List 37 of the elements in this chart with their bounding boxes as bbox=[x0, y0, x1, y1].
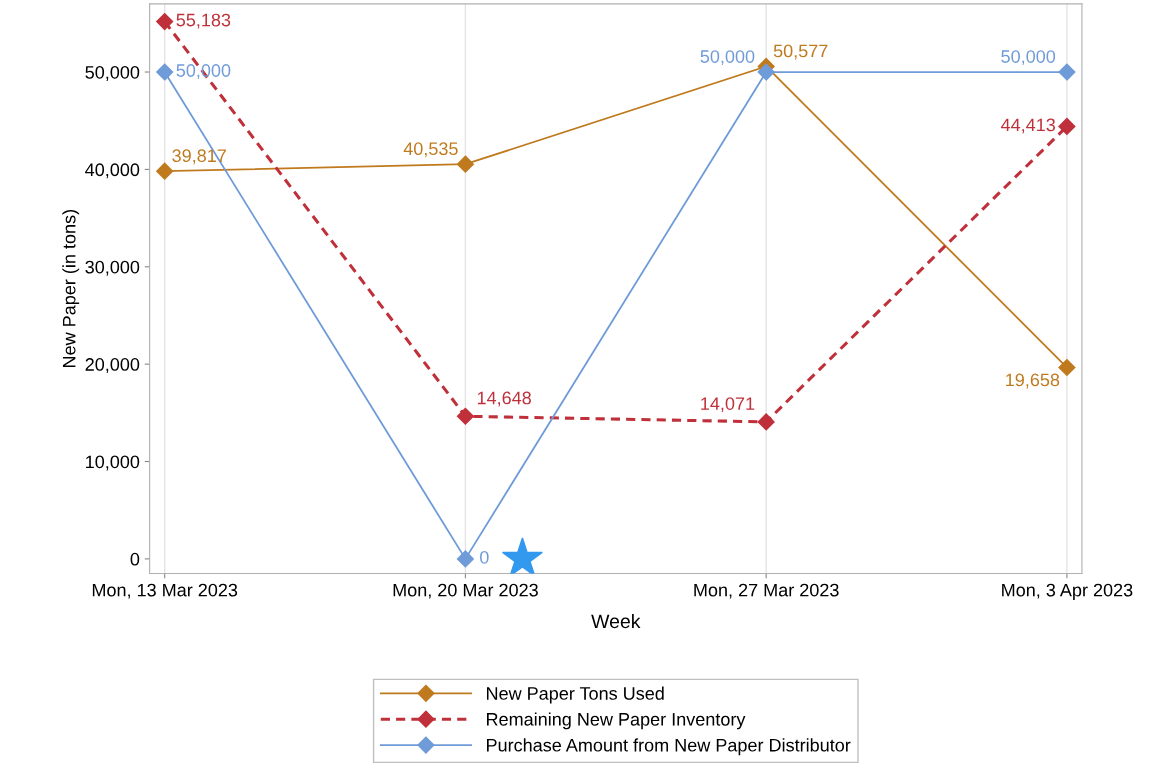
data-label: 50,000 bbox=[700, 50, 755, 66]
x-tick-label: Mon, 27 Mar 2023 bbox=[694, 583, 839, 599]
point bbox=[456, 407, 474, 425]
point bbox=[156, 63, 174, 81]
x-tick-label: Mon, 3 Apr 2023 bbox=[1002, 583, 1133, 601]
y-tick-label: 20,000 bbox=[85, 358, 140, 373]
y-tick-label: 10,000 bbox=[86, 455, 140, 471]
point bbox=[1058, 63, 1076, 81]
data-label: 14,071 bbox=[701, 397, 755, 413]
legend-label: Purchase Amount from New Paper Distributor bbox=[487, 738, 851, 756]
point bbox=[1058, 358, 1076, 377]
x-tick-label: Mon, 20 Mar 2023 bbox=[393, 583, 538, 599]
data-label: 14,648 bbox=[477, 391, 531, 407]
legend-label: Remaining New Paper Inventory bbox=[487, 712, 746, 730]
point bbox=[757, 413, 775, 431]
y-tick-label: 30,000 bbox=[85, 260, 140, 276]
point bbox=[757, 63, 775, 81]
y-tick-label: 50,000 bbox=[85, 65, 140, 81]
point bbox=[1058, 117, 1076, 135]
y-tick-label: 40,000 bbox=[85, 163, 140, 179]
data-label: 19,658 bbox=[1006, 373, 1060, 389]
x-axis-title: Week bbox=[591, 613, 641, 629]
data-label: 44,413 bbox=[1000, 118, 1055, 134]
y-tick-label: 0 bbox=[130, 552, 140, 566]
data-label: 50,000 bbox=[176, 64, 231, 80]
point bbox=[156, 13, 174, 31]
x-tick-label: Mon, 13 Mar 2023 bbox=[92, 583, 238, 599]
point bbox=[156, 162, 174, 180]
data-label: 50,577 bbox=[773, 44, 828, 60]
data-label: 55,183 bbox=[176, 13, 231, 29]
data-label: 0 bbox=[480, 550, 489, 564]
legend-label: New Paper Tons Used bbox=[487, 686, 664, 704]
y-axis-title: New Paper (in tons) bbox=[62, 210, 80, 367]
point bbox=[456, 550, 474, 568]
data-label: 40,535 bbox=[403, 142, 458, 158]
point bbox=[456, 155, 474, 173]
data-label: 50,000 bbox=[1001, 50, 1056, 66]
